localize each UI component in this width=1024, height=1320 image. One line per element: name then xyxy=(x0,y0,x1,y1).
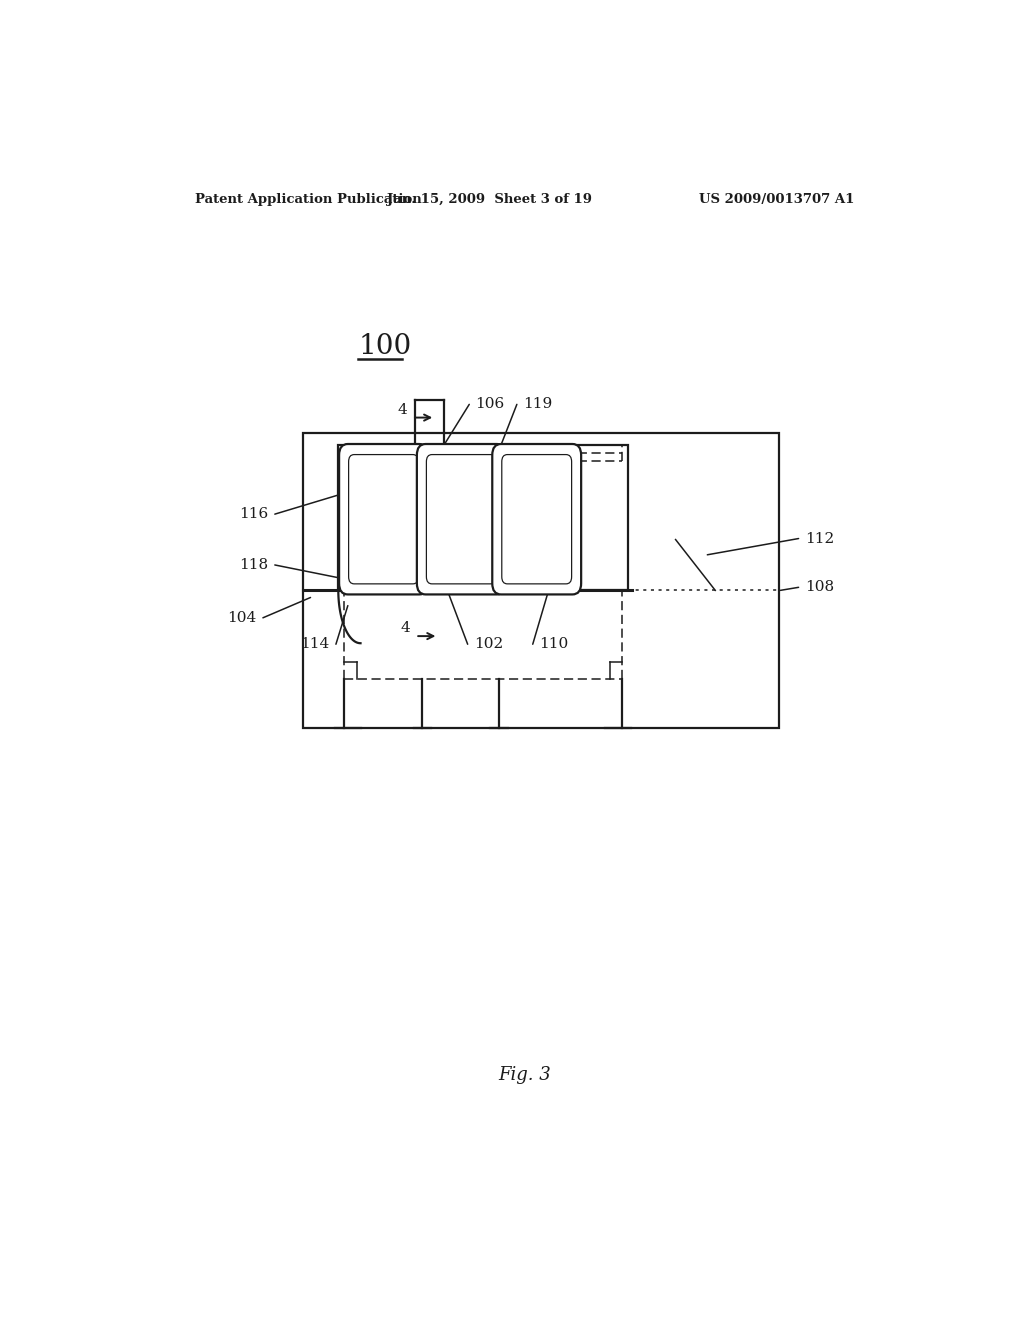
FancyBboxPatch shape xyxy=(426,454,497,583)
FancyBboxPatch shape xyxy=(493,444,582,594)
Text: Patent Application Publication: Patent Application Publication xyxy=(196,193,422,206)
Text: 110: 110 xyxy=(539,638,568,651)
Text: 102: 102 xyxy=(474,638,503,651)
Text: US 2009/0013707 A1: US 2009/0013707 A1 xyxy=(698,193,854,206)
Text: 100: 100 xyxy=(358,333,412,360)
FancyBboxPatch shape xyxy=(502,454,571,583)
Text: 4: 4 xyxy=(400,620,411,635)
Bar xyxy=(338,445,628,590)
Text: 118: 118 xyxy=(240,558,268,572)
FancyBboxPatch shape xyxy=(339,444,428,594)
FancyBboxPatch shape xyxy=(417,444,506,594)
Text: 108: 108 xyxy=(805,581,835,594)
Text: Fig. 3: Fig. 3 xyxy=(499,1067,551,1084)
Text: 112: 112 xyxy=(805,532,835,545)
Text: 119: 119 xyxy=(523,397,553,412)
Text: Jan. 15, 2009  Sheet 3 of 19: Jan. 15, 2009 Sheet 3 of 19 xyxy=(387,193,592,206)
Bar xyxy=(303,433,778,727)
Text: 104: 104 xyxy=(227,611,257,624)
FancyBboxPatch shape xyxy=(348,454,419,583)
Text: 106: 106 xyxy=(475,397,505,412)
Text: 114: 114 xyxy=(300,638,330,651)
Text: 116: 116 xyxy=(240,507,268,521)
Text: 4: 4 xyxy=(397,404,408,417)
